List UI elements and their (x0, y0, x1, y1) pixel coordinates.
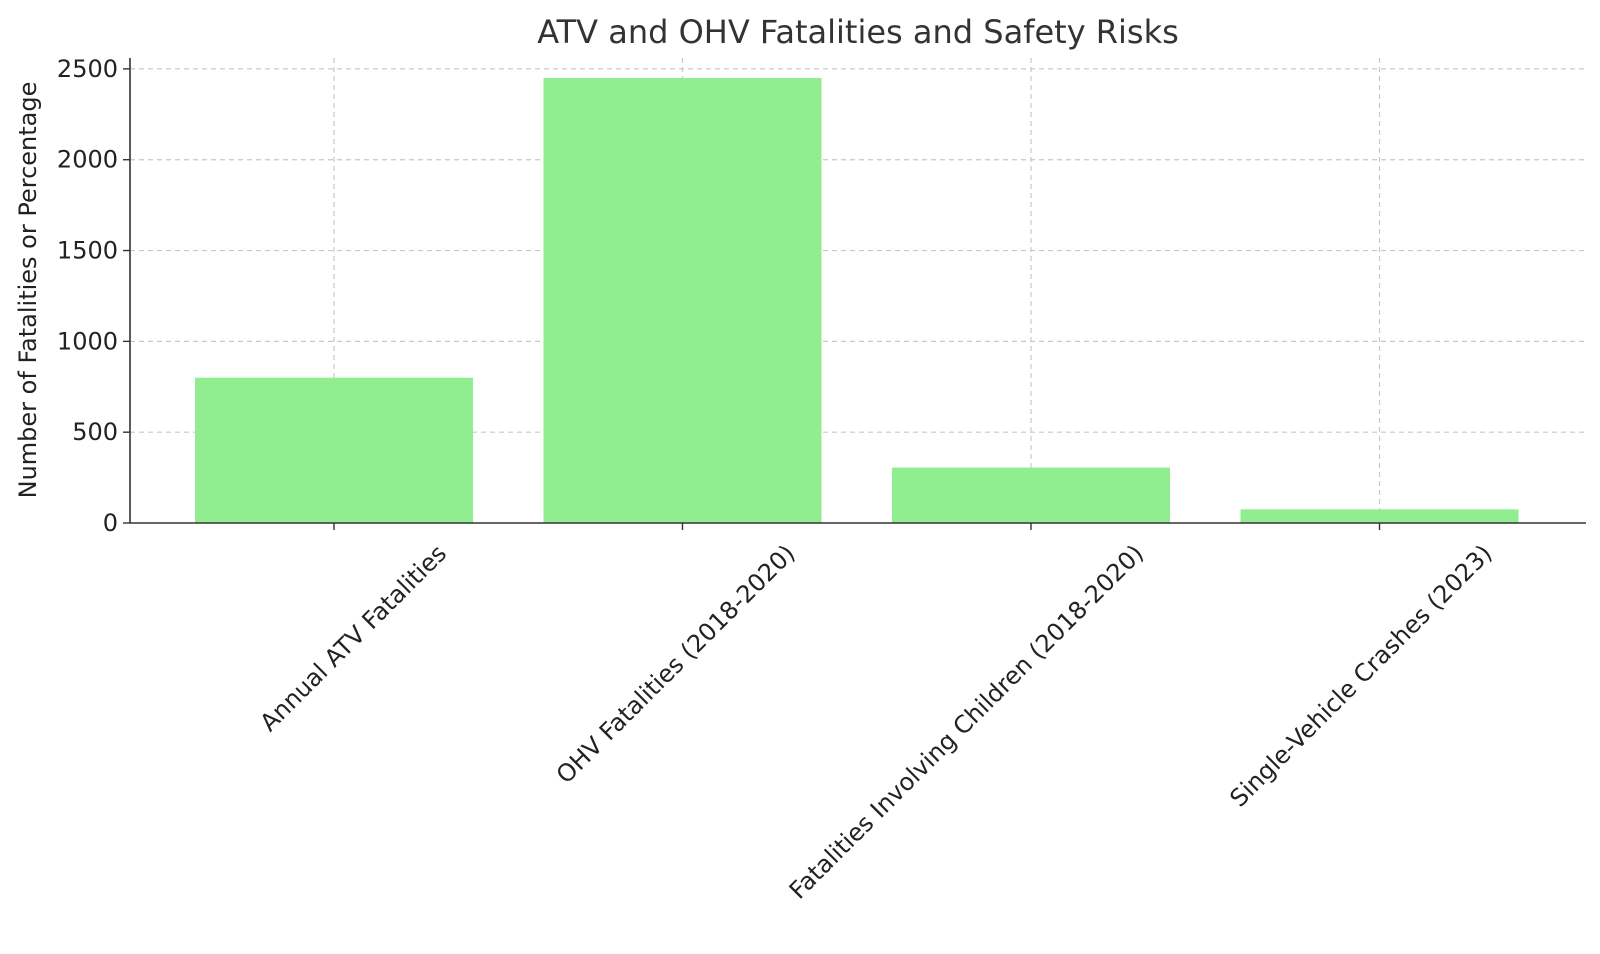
y-tick-label-2: 1000 (57, 327, 118, 355)
x-tick-label-0: Annual ATV Fatalities (255, 539, 453, 737)
bar-0 (195, 377, 473, 523)
bar-3 (1240, 509, 1519, 523)
bar-1 (543, 77, 822, 523)
bar-2 (892, 467, 1170, 523)
y-tick-label-3: 1500 (57, 237, 118, 265)
x-axis-ticks: Annual ATV Fatalities OHV Fatalities (201… (255, 523, 1498, 905)
y-axis-title: Number of Fatalities or Percentage (14, 82, 42, 499)
x-tick-label-2: Fatalities Involving Children (2018-2020… (784, 539, 1149, 904)
x-tick-label-3: Single-Vehicle Crashes (2023) (1225, 539, 1498, 812)
chart-title: ATV and OHV Fatalities and Safety Risks (537, 13, 1179, 51)
y-axis-ticks: 0 500 1000 1500 2000 2500 (57, 55, 130, 537)
y-tick-label-5: 2500 (57, 55, 118, 83)
y-tick-label-1: 500 (72, 418, 118, 446)
y-tick-label-4: 2000 (57, 146, 118, 174)
axes (129, 58, 1586, 524)
y-tick-label-0: 0 (103, 509, 118, 537)
x-tick-label-1: OHV Fatalities (2018-2020) (551, 539, 801, 789)
bars (195, 77, 1519, 523)
